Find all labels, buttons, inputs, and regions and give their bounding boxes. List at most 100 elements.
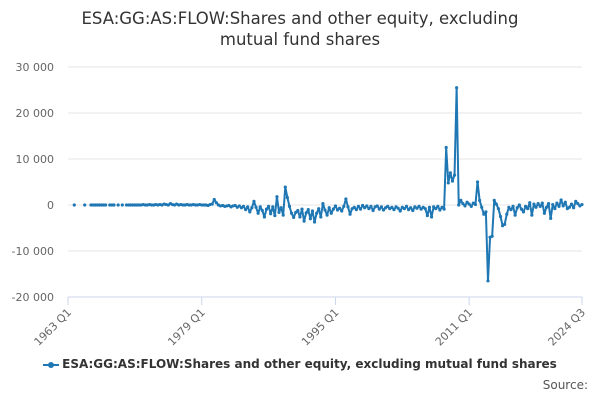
data-point[interactable] [335,208,340,212]
data-point[interactable] [381,208,386,212]
data-point[interactable] [448,171,452,175]
data-point[interactable] [463,204,467,208]
data-point[interactable] [271,205,275,209]
data-point[interactable] [498,214,503,219]
data-point[interactable] [277,210,281,214]
data-point[interactable] [402,207,406,211]
data-point[interactable] [275,195,279,199]
data-point[interactable] [379,205,384,209]
data-point[interactable] [323,208,327,212]
data-point[interactable] [321,202,325,206]
data-point[interactable] [315,211,319,215]
data-point[interactable] [409,206,413,210]
data-point[interactable] [534,205,538,209]
data-point[interactable] [465,200,469,204]
data-point[interactable] [509,208,513,212]
data-point[interactable] [457,203,461,207]
data-point[interactable] [264,207,269,211]
data-point[interactable] [346,205,350,209]
data-point[interactable] [519,207,524,211]
data-point[interactable] [319,215,323,219]
data-point[interactable] [572,206,576,210]
data-point[interactable] [563,200,567,204]
data-point[interactable] [469,204,473,208]
data-point[interactable] [120,203,124,207]
data-point[interactable] [302,219,306,223]
data-point[interactable] [292,215,296,220]
data-point[interactable] [406,208,411,212]
data-point[interactable] [116,203,120,207]
data-point[interactable] [576,202,580,206]
data-point[interactable] [262,215,267,219]
data-point[interactable] [348,212,352,216]
data-point[interactable] [212,197,216,202]
data-point[interactable] [392,208,396,212]
data-point[interactable] [294,210,298,214]
data-point[interactable] [342,204,346,208]
data-point[interactable] [511,204,515,208]
data-point[interactable] [517,203,521,207]
data-point[interactable] [486,279,490,283]
data-point[interactable] [478,198,482,202]
data-point[interactable] [482,212,486,216]
data-point[interactable] [325,213,329,217]
data-point[interactable] [417,204,421,208]
data-point[interactable] [515,206,519,210]
data-point[interactable] [496,207,501,211]
data-point[interactable] [258,205,262,209]
data-point[interactable] [298,215,302,219]
data-point[interactable] [569,202,574,206]
data-point[interactable] [557,204,561,208]
data-point[interactable] [446,181,450,185]
data-point[interactable] [112,203,116,207]
data-point[interactable] [442,207,446,211]
data-point[interactable] [375,204,379,208]
data-point[interactable] [538,204,542,208]
data-point[interactable] [300,207,304,211]
data-point[interactable] [438,208,442,212]
data-point[interactable] [555,201,559,205]
data-point[interactable] [352,205,356,209]
data-point[interactable] [287,204,292,208]
data-point[interactable] [507,205,511,209]
data-point[interactable] [461,202,465,206]
data-point[interactable] [567,205,572,209]
data-point[interactable] [252,199,256,203]
data-point[interactable] [423,207,427,211]
data-point[interactable] [256,211,260,215]
data-point[interactable] [574,199,578,203]
data-point[interactable] [528,201,532,205]
data-point[interactable] [419,207,423,211]
data-point[interactable] [377,207,381,211]
data-point[interactable] [327,206,331,210]
data-point[interactable] [450,179,455,183]
data-point[interactable] [467,202,471,206]
data-point[interactable] [444,145,448,150]
data-point[interactable] [340,209,344,213]
data-point[interactable] [505,212,509,216]
data-point[interactable] [473,202,478,207]
data-point[interactable] [248,210,252,214]
data-point[interactable] [561,204,565,208]
data-point[interactable] [480,205,484,209]
data-point[interactable] [246,205,250,209]
data-point[interactable] [250,206,254,210]
data-point[interactable] [304,211,308,215]
data-point[interactable] [273,213,277,218]
data-point[interactable] [279,206,283,210]
data-point[interactable] [440,205,444,209]
data-point[interactable] [83,203,87,207]
data-point[interactable] [452,173,457,177]
data-point[interactable] [549,216,553,220]
data-point[interactable] [331,207,335,211]
data-point[interactable] [338,206,342,210]
data-point[interactable] [254,205,258,209]
data-point[interactable] [237,204,241,208]
data-point[interactable] [494,202,498,206]
data-point[interactable] [241,204,246,208]
data-point[interactable] [536,202,540,206]
data-point[interactable] [429,215,434,219]
data-point[interactable] [289,211,294,215]
data-point[interactable] [398,209,402,213]
data-point[interactable] [358,207,363,211]
